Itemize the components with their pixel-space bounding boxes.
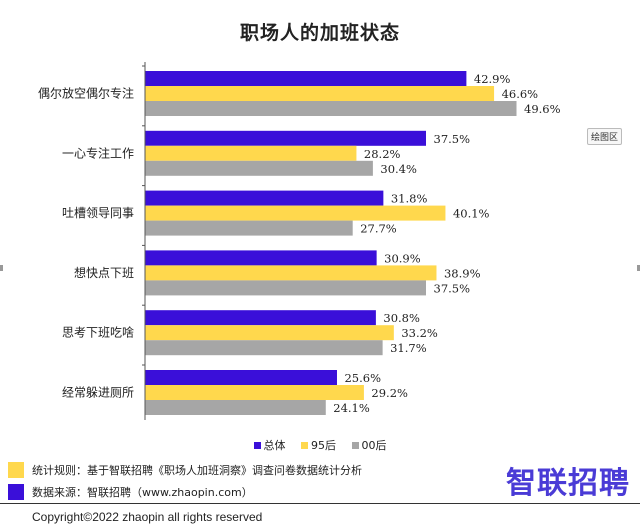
bar-value-label: 46.6% (502, 87, 539, 101)
legend-swatch (301, 441, 308, 449)
legend-item: 95后 (301, 437, 336, 453)
bar (145, 250, 377, 266)
bar (145, 370, 337, 385)
copyright-text: Copyright©2022 zhaopin all rights reserv… (32, 510, 263, 524)
bar-value-label: 37.5% (434, 281, 471, 295)
bar-value-label: 29.2% (371, 386, 408, 400)
legend-label: 总体 (263, 439, 286, 452)
note-rule: 统计规则：基于智联招聘《职场人加班洞察》调查问卷数据统计分析 (8, 460, 362, 480)
bar-value-label: 31.8% (391, 192, 428, 206)
legend-item: 00后 (351, 437, 387, 453)
bar (145, 265, 437, 281)
bar-value-label: 42.9% (474, 72, 511, 86)
bar (145, 130, 426, 146)
legend-item: 总体 (253, 437, 286, 453)
bar (145, 86, 495, 101)
bar-chart: 偶尔放空偶尔专注42.9%46.6%49.6%一心专注工作37.5%28.2%3… (38, 62, 561, 420)
bar-value-label: 31.7% (390, 341, 427, 355)
note-marker (8, 462, 24, 478)
category-label: 思考下班吃啥 (62, 325, 134, 340)
bar (145, 325, 394, 341)
bar (145, 400, 326, 415)
bar (145, 190, 384, 206)
bar (145, 220, 353, 236)
chart-title: 职场人的加班状态 (239, 22, 400, 44)
bar (145, 280, 426, 296)
bar (145, 205, 446, 221)
footnotes: 统计规则：基于智联招聘《职场人加班洞察》调查问卷数据统计分析 数据来源：智联招聘… (8, 460, 362, 504)
bar-value-label: 27.7% (360, 222, 397, 236)
bar-value-label: 38.9% (444, 266, 481, 280)
bar-value-label: 30.4% (380, 162, 417, 176)
category-label: 一心专注工作 (62, 145, 134, 160)
selection-handle[interactable] (0, 265, 3, 271)
selection-handle[interactable] (637, 265, 640, 271)
bar (145, 340, 383, 356)
brand-logo: 智联招聘 (506, 466, 630, 501)
category-label: 偶尔放空偶尔专注 (38, 86, 134, 101)
category-label: 吐槽领导同事 (62, 206, 134, 220)
bar (145, 71, 467, 86)
plot-area-label: 绘图区 (587, 128, 623, 145)
bar-value-label: 30.8% (383, 311, 420, 325)
note-text: 统计规则：基于智联招聘《职场人加班洞察》调查问卷数据统计分析 (32, 464, 362, 477)
bar (145, 310, 376, 326)
bar-value-label: 33.2% (401, 326, 438, 340)
bar (145, 385, 364, 400)
bar-value-label: 25.6% (344, 371, 381, 385)
legend-label: 00后 (361, 439, 387, 452)
bar-value-label: 28.2% (364, 147, 401, 161)
bar-value-label: 30.9% (384, 251, 421, 265)
chart-legend: 总体 95后 00后 (0, 437, 640, 453)
legend-swatch (351, 441, 359, 449)
bar-value-label: 24.1% (333, 401, 370, 415)
category-label: 想快点下班 (74, 265, 134, 280)
bar-value-label: 40.1% (453, 207, 490, 221)
category-label: 经常躲进厕所 (62, 385, 134, 400)
note-text: 数据来源：智联招聘（www.zhaopin.com） (32, 486, 253, 499)
bar (145, 160, 373, 176)
note-source: 数据来源：智联招聘（www.zhaopin.com） (8, 482, 362, 502)
bar-value-label: 49.6% (524, 102, 561, 116)
bar-value-label: 37.5% (434, 132, 471, 146)
note-marker (8, 484, 24, 500)
bar (145, 145, 357, 161)
legend-swatch (253, 441, 261, 449)
bar (145, 101, 517, 116)
legend-label: 95后 (311, 439, 336, 452)
footer-divider (0, 503, 640, 504)
